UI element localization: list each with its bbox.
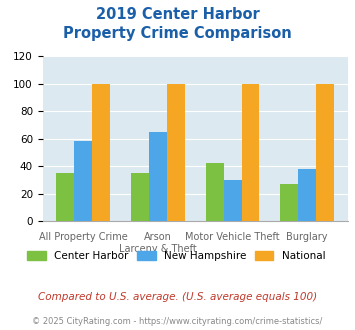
Text: All Property Crime: All Property Crime <box>39 232 128 242</box>
Bar <box>316 83 334 221</box>
Bar <box>241 83 260 221</box>
Text: Compared to U.S. average. (U.S. average equals 100): Compared to U.S. average. (U.S. average … <box>38 292 317 302</box>
Bar <box>56 173 75 221</box>
Bar <box>224 180 241 221</box>
Legend: Center Harbor, New Hampshire, National: Center Harbor, New Hampshire, National <box>23 247 329 265</box>
Text: Burglary: Burglary <box>286 232 328 242</box>
Text: 2019 Center Harbor
Property Crime Comparison: 2019 Center Harbor Property Crime Compar… <box>63 7 292 41</box>
Bar <box>92 83 110 221</box>
Text: Arson
Larceny & Theft: Arson Larceny & Theft <box>119 232 197 254</box>
Bar <box>280 184 298 221</box>
Bar <box>167 83 185 221</box>
Bar <box>298 169 316 221</box>
Bar <box>206 163 224 221</box>
Text: © 2025 CityRating.com - https://www.cityrating.com/crime-statistics/: © 2025 CityRating.com - https://www.city… <box>32 317 323 326</box>
Bar <box>131 173 149 221</box>
Bar <box>75 141 92 221</box>
Bar <box>149 132 167 221</box>
Text: Motor Vehicle Theft: Motor Vehicle Theft <box>185 232 280 242</box>
